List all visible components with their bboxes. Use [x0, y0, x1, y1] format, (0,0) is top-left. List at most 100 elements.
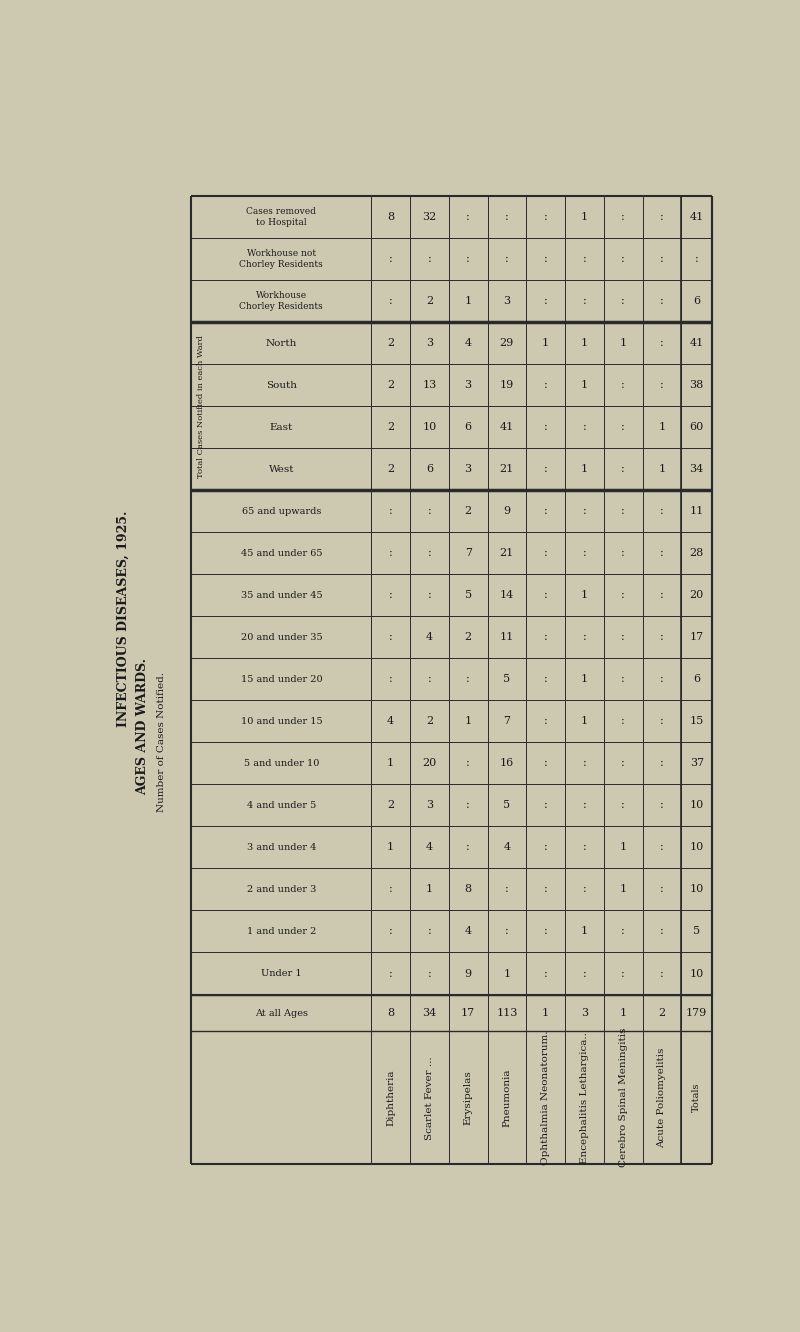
Text: :: : — [622, 296, 625, 306]
Text: :: : — [389, 927, 393, 936]
Text: 16: 16 — [500, 758, 514, 769]
Text: :: : — [622, 590, 625, 601]
Text: Under 1: Under 1 — [261, 968, 302, 978]
Text: :: : — [427, 674, 431, 685]
Text: :: : — [544, 674, 547, 685]
Text: 6: 6 — [426, 464, 433, 474]
Text: :: : — [427, 254, 431, 264]
Text: 10 and under 15: 10 and under 15 — [241, 717, 322, 726]
Text: 17: 17 — [690, 633, 704, 642]
Text: 2: 2 — [387, 464, 394, 474]
Text: :: : — [505, 254, 509, 264]
Text: Cerebro Spinal Meningitis: Cerebro Spinal Meningitis — [618, 1028, 628, 1167]
Text: 1: 1 — [581, 717, 588, 726]
Text: 34: 34 — [690, 464, 704, 474]
Text: 19: 19 — [500, 380, 514, 390]
Text: 3: 3 — [581, 1008, 588, 1018]
Text: AGES AND WARDS.: AGES AND WARDS. — [136, 658, 149, 795]
Text: Total Cases Notified in each Ward: Total Cases Notified in each Ward — [197, 334, 205, 478]
Text: :: : — [582, 633, 586, 642]
Text: :: : — [660, 296, 664, 306]
Text: :: : — [582, 549, 586, 558]
Text: :: : — [622, 758, 625, 769]
Text: 8: 8 — [387, 1008, 394, 1018]
Text: :: : — [544, 254, 547, 264]
Text: 1: 1 — [503, 968, 510, 979]
Text: 10: 10 — [690, 801, 704, 810]
Text: Encephalitis Lethargica..: Encephalitis Lethargica.. — [580, 1032, 589, 1164]
Text: :: : — [582, 296, 586, 306]
Text: 5: 5 — [503, 674, 510, 685]
Text: 6: 6 — [693, 674, 700, 685]
Text: 5: 5 — [503, 801, 510, 810]
Text: :: : — [544, 801, 547, 810]
Text: :: : — [622, 549, 625, 558]
Text: 1: 1 — [542, 1008, 549, 1018]
Text: 3: 3 — [465, 380, 472, 390]
Text: :: : — [582, 801, 586, 810]
Text: 3: 3 — [465, 464, 472, 474]
Text: 4: 4 — [465, 338, 472, 348]
Text: 8: 8 — [465, 884, 472, 895]
Text: 14: 14 — [500, 590, 514, 601]
Text: :: : — [622, 380, 625, 390]
Text: :: : — [544, 927, 547, 936]
Text: :: : — [505, 212, 509, 222]
Text: 2: 2 — [387, 380, 394, 390]
Text: 10: 10 — [690, 968, 704, 979]
Text: :: : — [622, 801, 625, 810]
Text: 179: 179 — [686, 1008, 707, 1018]
Text: 60: 60 — [690, 422, 704, 432]
Text: 2: 2 — [426, 717, 433, 726]
Text: 1: 1 — [581, 380, 588, 390]
Text: :: : — [389, 968, 393, 979]
Text: :: : — [582, 422, 586, 432]
Text: :: : — [660, 968, 664, 979]
Text: 2: 2 — [387, 338, 394, 348]
Text: :: : — [582, 884, 586, 895]
Text: :: : — [466, 254, 470, 264]
Text: :: : — [622, 422, 625, 432]
Text: :: : — [660, 884, 664, 895]
Text: 15: 15 — [690, 717, 704, 726]
Text: :: : — [660, 338, 664, 348]
Text: East: East — [270, 422, 293, 432]
Text: 2: 2 — [387, 422, 394, 432]
Text: 3: 3 — [426, 338, 433, 348]
Text: 9: 9 — [503, 506, 510, 517]
Text: 35 and under 45: 35 and under 45 — [241, 591, 322, 599]
Text: :: : — [622, 464, 625, 474]
Text: :: : — [622, 254, 625, 264]
Text: 4 and under 5: 4 and under 5 — [246, 801, 316, 810]
Text: South: South — [266, 381, 297, 390]
Text: :: : — [582, 254, 586, 264]
Text: :: : — [660, 717, 664, 726]
Text: :: : — [389, 549, 393, 558]
Text: :: : — [622, 506, 625, 517]
Text: :: : — [389, 590, 393, 601]
Text: :: : — [427, 590, 431, 601]
Text: Diphtheria: Diphtheria — [386, 1070, 395, 1126]
Text: :: : — [389, 884, 393, 895]
Text: Workhouse not
Chorley Residents: Workhouse not Chorley Residents — [239, 249, 323, 269]
Text: :: : — [427, 927, 431, 936]
Text: 1: 1 — [619, 884, 626, 895]
Text: :: : — [389, 296, 393, 306]
Text: 10: 10 — [690, 884, 704, 895]
Text: :: : — [544, 380, 547, 390]
Text: 20 and under 35: 20 and under 35 — [241, 633, 322, 642]
Text: 11: 11 — [690, 506, 704, 517]
Text: 9: 9 — [465, 968, 472, 979]
Text: :: : — [660, 801, 664, 810]
Text: Totals: Totals — [692, 1083, 702, 1112]
Text: :: : — [582, 758, 586, 769]
Text: 28: 28 — [690, 549, 704, 558]
Text: Workhouse
Chorley Residents: Workhouse Chorley Residents — [239, 292, 323, 310]
Text: 6: 6 — [693, 296, 700, 306]
Text: :: : — [622, 927, 625, 936]
Text: 4: 4 — [426, 633, 433, 642]
Text: 4: 4 — [426, 842, 433, 852]
Text: 7: 7 — [503, 717, 510, 726]
Text: :: : — [389, 254, 393, 264]
Text: :: : — [622, 674, 625, 685]
